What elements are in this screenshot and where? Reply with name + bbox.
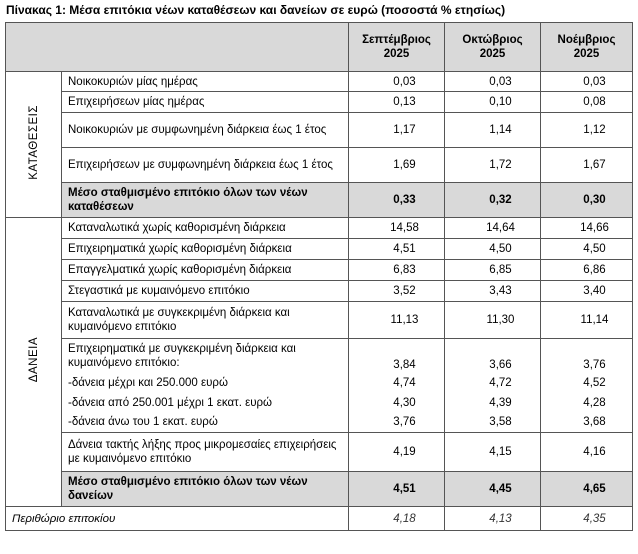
data-row: ΔΑΝΕΙΑ Καταναλωτικά χωρίς καθορισμένη διά… (5, 217, 633, 507)
total-row: Μέσο σταθμισμένο επιτόκιο όλων των νέων … (6, 471, 633, 507)
sub-row: -δάνεια μέχρι και 250.000 ευρώ 4,74 4,72 4,… (6, 372, 633, 393)
data-row-label: Επιχειρήσεων μίας ημέρας (61, 91, 349, 113)
data-row-value: 3,66 (444, 338, 541, 373)
table-body: ΚΑΤΑΘΕΣΕΙΣ Νοικοκυριών μίας ημέρας 0,03 0,0… (5, 71, 633, 531)
total-row: Μέσο σταθμισμένο επιτόκιο όλων των νέων … (6, 182, 633, 218)
sub-row-label: -δάνεια μέχρι και 250.000 ευρώ (61, 372, 349, 393)
data-row-label: Επιχειρηματικά με συγκεκριμένη διάρκεια … (61, 338, 349, 373)
data-row-value: 1,12 (540, 112, 633, 148)
data-row-value: 1,17 (348, 112, 445, 148)
data-row-label: Επιχειρήσεων με συμφωνημένη διάρκεια έως… (61, 147, 349, 183)
data-row-value: 11,30 (444, 301, 541, 339)
data-row-value: 4,50 (444, 238, 541, 260)
table-title: Πίνακας 1: Μέσα επιτόκια νέων καταθέσεων… (6, 3, 506, 17)
data-row-value: 0,10 (444, 91, 541, 113)
data-row: Επιχειρήσεων μίας ημέρας 0,13 0,10 0,08 (6, 91, 633, 113)
data-row: Επιχειρηματικά χωρίς καθορισμένη διάρκει… (6, 238, 633, 260)
data-row-value: 6,83 (348, 259, 445, 281)
section-label-cell: ΔΑΝΕΙΑ (5, 217, 62, 507)
data-row: ΚΑΤΑΘΕΣΕΙΣ Νοικοκυριών μίας ημέρας 0,03 0,0… (5, 71, 633, 218)
sub-row: -δάνεια άνω του 1 εκατ. ευρώ 3,76 3,58 3,68 (6, 412, 633, 433)
data-row-value: 1,69 (348, 147, 445, 183)
footer-value: 4,35 (540, 506, 633, 531)
data-row-value: 0,03 (444, 71, 541, 92)
sub-row-value: 4,39 (444, 392, 541, 413)
data-row: Δάνεια τακτής λήξης προς μικρομεσαίες επ… (6, 432, 633, 472)
header-row: Σεπτέμβριος 2025 Οκτώβριος 2025 Νοέμβριος … (5, 22, 633, 72)
data-row-value: 11,14 (540, 301, 633, 339)
footer-row: Περιθώριο επιτοκίου 4,18 4,13 4,35 (5, 506, 633, 531)
sub-row-value: 4,28 (540, 392, 633, 413)
data-row-value: 6,85 (444, 259, 541, 281)
data-row-label: Επιχειρηματικά χωρίς καθορισμένη διάρκει… (61, 238, 349, 260)
total-row-value: 0,30 (540, 182, 633, 218)
data-row-label: Καταναλωτικά χωρίς καθορισμένη διάρκεια (61, 217, 349, 239)
sub-row-value: 4,52 (540, 372, 633, 393)
data-row-value: 0,08 (540, 91, 633, 113)
data-row-value: 4,19 (348, 432, 445, 472)
data-row: Στεγαστικά με κυμαινόμενο επιτόκιο 3,52 3,… (6, 280, 633, 302)
data-row-value: 0,13 (348, 91, 445, 113)
data-row-value: 3,52 (348, 280, 445, 302)
data-row-value: 4,50 (540, 238, 633, 260)
sub-row-label: -δάνεια από 250.001 μέχρι 1 εκατ. ευρώ (61, 392, 349, 413)
footer-value: 4,18 (348, 506, 445, 531)
sub-row-value: 3,58 (444, 412, 541, 433)
total-row-value: 4,45 (444, 471, 541, 507)
footer-label: Περιθώριο επιτοκίου (5, 506, 349, 531)
sub-row-value: 3,76 (348, 412, 445, 433)
data-row-value: 4,16 (540, 432, 633, 472)
data-row-label: Στεγαστικά με κυμαινόμενο επιτόκιο (61, 280, 349, 302)
data-row-value: 11,13 (348, 301, 445, 339)
data-row-value: 1,14 (444, 112, 541, 148)
data-row-value: 3,76 (540, 338, 633, 373)
data-row-value: 3,84 (348, 338, 445, 373)
column-header: Σεπτέμβριος 2025 (348, 22, 445, 72)
data-row-value: 6,86 (540, 259, 633, 281)
data-row: Επιχειρηματικά με συγκεκριμένη διάρκεια … (6, 338, 633, 373)
sub-row-value: 4,72 (444, 372, 541, 393)
data-row-label: Νοικοκυριών μίας ημέρας (61, 71, 349, 92)
data-row-value: 3,43 (444, 280, 541, 302)
data-row-label: Νοικοκυριών με συμφωνημένη διάρκεια έως … (61, 112, 349, 148)
data-row-value: 14,66 (540, 217, 633, 239)
footer-value: 4,13 (444, 506, 541, 531)
sub-row-label: -δάνεια άνω του 1 εκατ. ευρώ (61, 412, 349, 433)
total-row-label: Μέσο σταθμισμένο επιτόκιο όλων των νέων … (61, 471, 349, 507)
data-row-label: Επαγγελματικά χωρίς καθορισμένη διάρκεια (61, 259, 349, 281)
sub-row-value: 3,68 (540, 412, 633, 433)
data-row-value: 3,40 (540, 280, 633, 302)
sub-row-value: 4,74 (348, 372, 445, 393)
data-row-value: 4,51 (348, 238, 445, 260)
total-row-value: 4,51 (348, 471, 445, 507)
data-row-value: 0,03 (348, 71, 445, 92)
data-row-value: 1,67 (540, 147, 633, 183)
total-row-value: 0,33 (348, 182, 445, 218)
total-row-label: Μέσο σταθμισμένο επιτόκιο όλων των νέων … (61, 182, 349, 218)
data-row-value: 14,58 (348, 217, 445, 239)
section-label: ΔΑΝΕΙΑ (27, 337, 40, 383)
column-header: Νοέμβριος 2025 (540, 22, 633, 72)
data-row-value: 1,72 (444, 147, 541, 183)
rate-table: Σεπτέμβριος 2025 Οκτώβριος 2025 Νοέμβριος … (5, 22, 633, 531)
data-row-label: Δάνεια τακτής λήξης προς μικρομεσαίες επ… (61, 432, 349, 472)
column-header: Οκτώβριος 2025 (444, 22, 541, 72)
section-label: ΚΑΤΑΘΕΣΕΙΣ (27, 105, 40, 180)
data-row-value: 4,15 (444, 432, 541, 472)
data-row-value: 0,03 (540, 71, 633, 92)
data-row-value: 14,64 (444, 217, 541, 239)
sub-row: -δάνεια από 250.001 μέχρι 1 εκατ. ευρώ 4,… (6, 392, 633, 413)
total-row-value: 0,32 (444, 182, 541, 218)
data-row: Επιχειρήσεων με συμφωνημένη διάρκεια έως… (6, 147, 633, 183)
data-row-label: Καταναλωτικά με συγκεκριμένη διάρκεια κα… (61, 301, 349, 339)
header-blank (5, 22, 349, 72)
total-row-value: 4,65 (540, 471, 633, 507)
data-row: Επαγγελματικά χωρίς καθορισμένη διάρκεια… (6, 259, 633, 281)
data-row: Καταναλωτικά με συγκεκριμένη διάρκεια κα… (6, 301, 633, 339)
sub-row-value: 4,30 (348, 392, 445, 413)
data-row: Νοικοκυριών με συμφωνημένη διάρκεια έως … (6, 112, 633, 148)
section-label-cell: ΚΑΤΑΘΕΣΕΙΣ (5, 71, 62, 218)
